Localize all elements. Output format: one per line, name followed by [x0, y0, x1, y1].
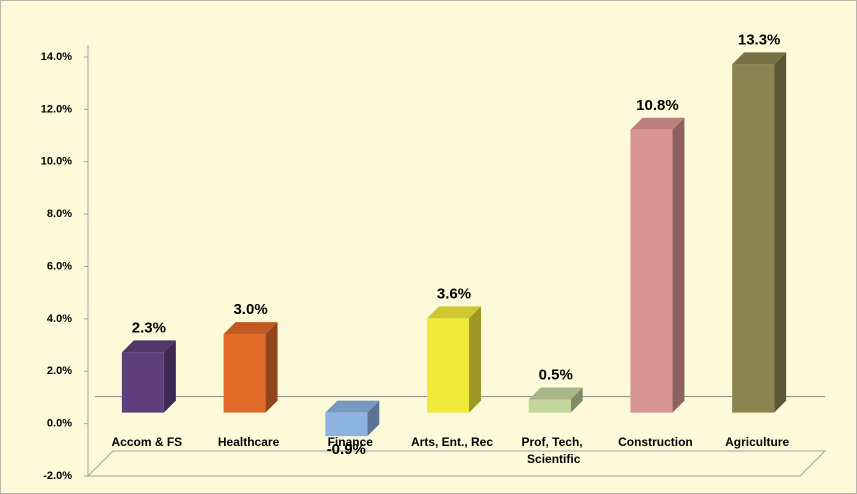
bar-side — [163, 340, 176, 413]
bar-top — [325, 400, 380, 413]
data-label: 2.3% — [132, 319, 166, 336]
bar-top — [630, 117, 685, 130]
y-tick-label: 2.0% — [47, 365, 72, 377]
bar-side — [265, 322, 278, 413]
y-tick-label: 6.0% — [47, 260, 72, 272]
bar — [121, 352, 164, 413]
x-tick-label: Arts, Ent., Rec — [411, 435, 493, 449]
y-tick-label: 4.0% — [47, 313, 72, 325]
bar — [528, 399, 571, 413]
bar — [732, 64, 775, 413]
bar-side — [774, 52, 787, 413]
x-tick-label: Prof, Tech, Scientific — [521, 435, 585, 466]
y-tick-label: 8.0% — [47, 208, 72, 220]
data-label: 0.5% — [539, 367, 573, 384]
bar — [630, 129, 673, 413]
bar — [223, 334, 266, 413]
x-tick-label: Construction — [618, 435, 693, 449]
data-label: -0.9% — [327, 441, 366, 458]
bar-side — [469, 306, 481, 413]
y-tick-label: 12.0% — [41, 103, 72, 115]
data-label: 13.3% — [738, 31, 781, 48]
y-tick-label: 10.0% — [41, 156, 72, 168]
bar-top — [732, 52, 787, 65]
x-tick-label: Finance — [328, 435, 374, 449]
bar-top — [223, 322, 278, 335]
bar-top — [427, 306, 481, 319]
x-tick-label: Healthcare — [218, 435, 280, 449]
data-label: 3.6% — [437, 285, 471, 302]
bar-side — [672, 117, 685, 413]
data-label: 10.8% — [636, 97, 679, 114]
bar-side — [570, 387, 583, 413]
bar-top — [528, 387, 583, 400]
data-label: 3.0% — [233, 301, 267, 318]
x-tick-label: Agriculture — [725, 435, 789, 449]
x-tick-label: Accom & FS — [112, 435, 183, 449]
bar — [325, 412, 368, 437]
bar — [427, 318, 469, 413]
floor — [86, 450, 827, 477]
y-tick-label: -2.0% — [43, 470, 72, 482]
bar-side — [367, 400, 380, 437]
bar-top — [121, 340, 176, 353]
y-tick-label: 14.0% — [41, 51, 72, 63]
y-tick-label: 0.0% — [47, 418, 72, 430]
